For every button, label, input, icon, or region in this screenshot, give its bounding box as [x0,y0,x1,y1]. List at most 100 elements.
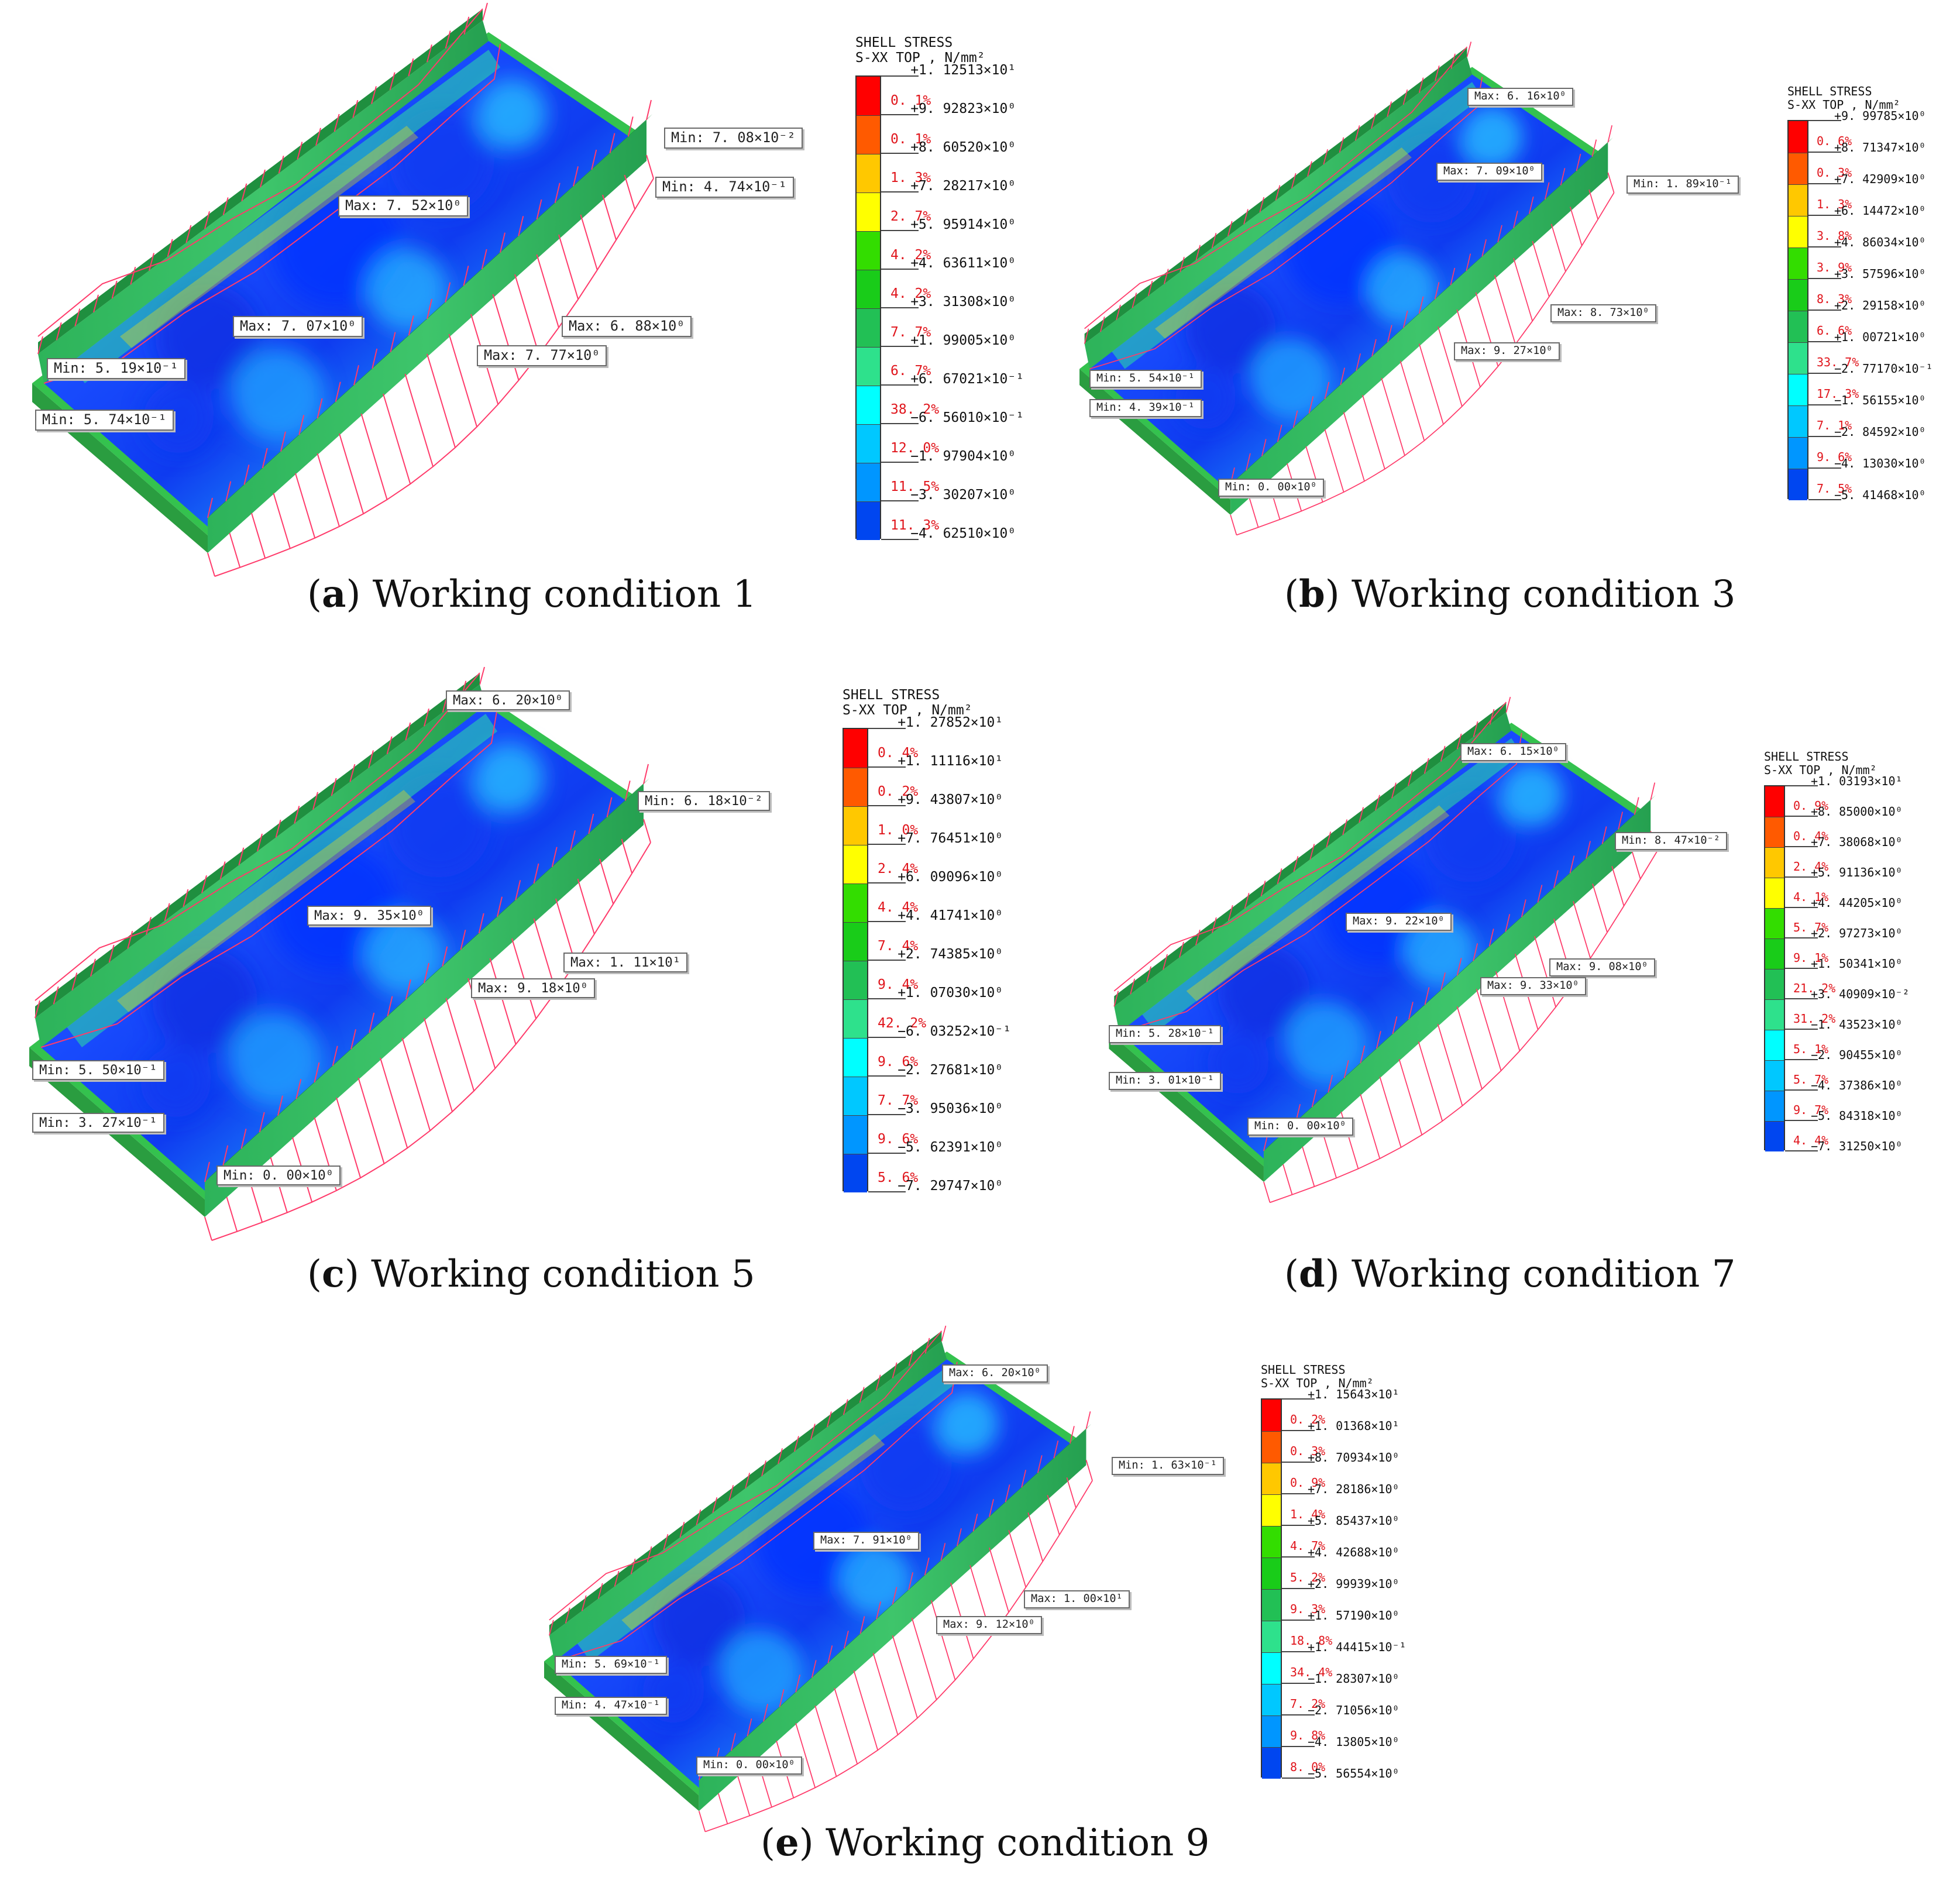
percent-label: 5. 2% [1290,1570,1326,1584]
scale-value: +3. 40909×10⁻² [1811,987,1910,1001]
scale-tick [1808,436,1841,437]
scale-tick [868,766,906,768]
min-callout: Min: 3. 01×10⁻¹ [1109,1072,1221,1090]
scale-value: +4. 44205×10⁰ [1811,896,1903,910]
color-scale-segment [844,999,867,1038]
percent-label: 5. 7% [1793,1072,1829,1087]
max-callout: Max: 6. 16×10⁰ [1467,88,1573,106]
scale-tick [1282,1778,1315,1779]
max-callout: Max: 6. 15×10⁰ [1460,743,1566,761]
scale-value: +9. 43807×10⁰ [898,792,1003,808]
scale-tick [1785,816,1818,817]
scale-value: +4. 63611×10⁰ [910,256,1016,271]
color-scale-segment [1789,121,1807,153]
scale-tick [1282,1620,1315,1621]
scale-tick [881,539,919,540]
min-callout: Min: 1. 63×10⁻¹ [1112,1457,1224,1475]
min-callout: Min: 4. 39×10⁻¹ [1089,399,1202,417]
percent-label: 0. 6% [1817,134,1852,148]
panel-caption: (e) Working condition 9 [761,1821,1210,1865]
panel-letter: c [321,1252,345,1296]
scale-tick [881,307,919,308]
percent-label: 12. 0% [890,440,940,456]
scale-tick [881,230,919,231]
min-callout: Min: 5. 74×10⁻¹ [35,410,174,431]
color-scale-segment [1765,1091,1784,1121]
scale-value: +4. 42688×10⁰ [1308,1545,1399,1559]
color-scale-segment [857,270,880,308]
scale-value: +1. 00721×10⁰ [1834,330,1926,344]
percent-label: 7. 2% [1290,1697,1326,1711]
scale-tick [1785,907,1818,908]
color-scale-segment [1262,1494,1281,1526]
scale-tick [1282,1683,1315,1684]
max-callout: Max: 9. 12×10⁰ [936,1616,1042,1634]
scale-value: +1. 01368×10¹ [1308,1419,1399,1433]
scale-value: −5. 84318×10⁰ [1811,1109,1903,1123]
scale-tick [881,346,919,347]
scale-value: +1. 11116×10¹ [898,754,1003,769]
scale-tick [881,191,919,192]
structure-model-3 [1109,696,1658,1204]
color-scale-segment [844,1038,867,1077]
panel-title: Working condition 7 [1352,1253,1736,1296]
min-callout: Min: 5. 69×10⁻¹ [555,1656,667,1674]
scale-value: +5. 95914×10⁰ [910,217,1016,233]
percent-label: 0. 2% [1290,1412,1326,1426]
max-callout: Max: 9. 08×10⁰ [1549,958,1655,977]
scale-value: −4. 13030×10⁰ [1834,456,1926,470]
color-scale-segment [857,386,880,424]
color-scale-segment [1765,999,1784,1030]
percent-label: 7. 5% [1817,482,1852,496]
color-scale-bar [855,75,881,540]
scale-value: +1. 07030×10⁰ [898,985,1003,1001]
color-scale-segment [1789,342,1807,374]
legend-title: SHELL STRESS [1787,84,1872,98]
color-scale-segment [844,883,867,922]
panel-letter: d [1298,1252,1325,1296]
scale-tick [868,844,906,845]
color-scale-segment [1262,1684,1281,1715]
legend-subtitle: S-XX TOP , N/mm² [1261,1376,1374,1390]
scale-tick [1808,373,1841,374]
color-scale-segment [1789,311,1807,342]
min-callout: Min: 0. 00×10⁰ [216,1166,341,1186]
min-callout: Min: 8. 47×10⁻² [1615,832,1727,850]
percent-label: 33. 7% [1817,355,1859,369]
percent-label: 11. 5% [890,479,940,494]
min-callout: Min: 4. 74×10⁻¹ [655,177,794,198]
percent-label: 0. 1% [890,131,931,147]
color-scale-segment [1262,1526,1281,1558]
scale-tick [1282,1493,1315,1494]
scale-tick [1808,467,1841,469]
scale-value: +3. 31308×10⁰ [910,294,1016,310]
color-scale-segment [1765,969,1784,999]
scale-value: +7. 28186×10⁰ [1308,1482,1399,1496]
max-callout: Max: 7. 77×10⁰ [477,345,607,366]
color-scale-segment [857,501,880,540]
scale-value: +2. 29158×10⁰ [1834,298,1926,312]
color-scale-segment [1789,153,1807,184]
scale-tick [881,153,919,154]
scale-value: +6. 09096×10⁰ [898,869,1003,885]
color-scale-segment [1789,184,1807,216]
max-callout: Max: 9. 35×10⁰ [307,906,432,926]
max-callout: Max: 9. 33×10⁰ [1480,977,1586,995]
scale-value: +1. 03193×10¹ [1811,774,1903,788]
max-callout: Max: 7. 07×10⁰ [233,316,363,337]
color-scale-segment [844,806,867,845]
scale-value: +1. 99005×10⁰ [910,333,1016,349]
scale-value: +2. 97273×10⁰ [1811,926,1903,940]
scale-value: −5. 62391×10⁰ [898,1140,1003,1156]
percent-label: 9. 7% [1793,1103,1829,1117]
color-scale-segment [857,192,880,231]
percent-label: 7. 1% [1817,418,1852,432]
max-callout: Max: 6. 20×10⁰ [942,1364,1048,1383]
percent-label: 18. 8% [1290,1634,1333,1648]
scale-tick [881,384,919,386]
scale-tick [881,423,919,424]
scale-value: −3. 95036×10⁰ [898,1101,1003,1117]
color-scale-segment [1262,1558,1281,1589]
scale-tick [881,269,919,270]
scale-value: +2. 74385×10⁰ [898,947,1003,962]
